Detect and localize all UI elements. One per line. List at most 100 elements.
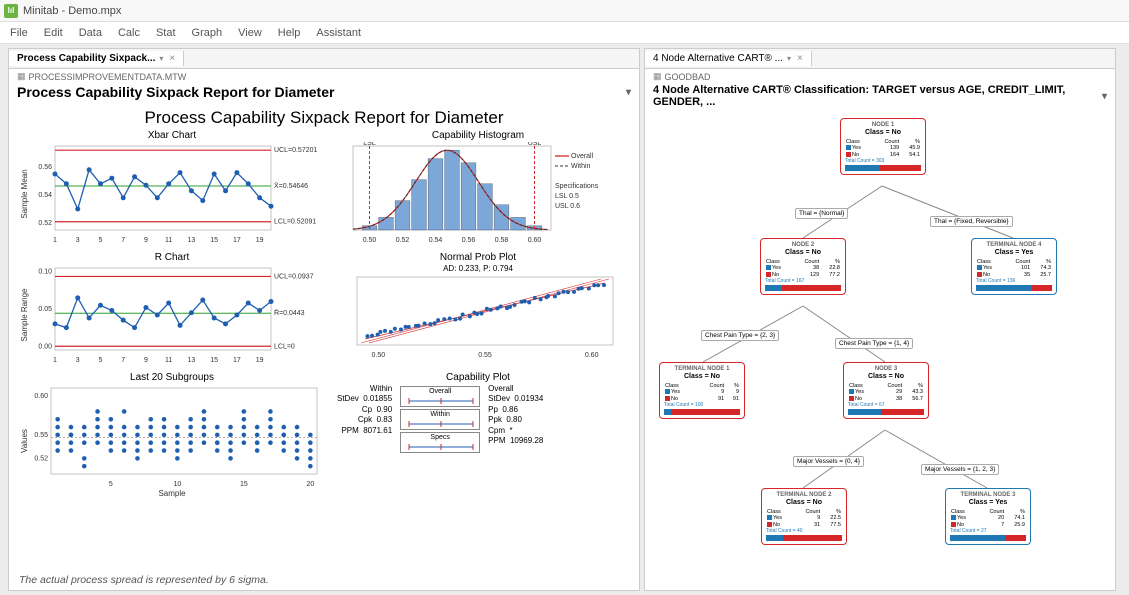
svg-text:0.58: 0.58 — [495, 237, 509, 244]
svg-text:1: 1 — [53, 357, 57, 364]
app-title: Minitab - Demo.mpx — [23, 5, 121, 17]
svg-text:17: 17 — [233, 237, 241, 244]
xbar-cell: Xbar Chart0.520.540.56135791113151719Sam… — [17, 130, 327, 250]
right-datasource: GOODBAD — [645, 69, 1115, 84]
menu-view[interactable]: View — [238, 27, 262, 39]
right-report-title-row: 4 Node Alternative CART® Classification:… — [645, 84, 1115, 112]
svg-text:0.05: 0.05 — [38, 306, 52, 313]
right-tab-label: 4 Node Alternative CART® ... — [653, 53, 783, 64]
menu-data[interactable]: Data — [79, 27, 102, 39]
tree-node: TERMINAL NODE 2Class = NoClassCount%Yes9… — [761, 488, 847, 545]
svg-text:0.60: 0.60 — [34, 393, 48, 400]
svg-text:LSL 0.5: LSL 0.5 — [555, 193, 579, 200]
svg-text:LSL: LSL — [363, 142, 376, 147]
svg-text:1: 1 — [53, 237, 57, 244]
left-panel: Process Capability Sixpack... ▾ × PROCES… — [8, 48, 640, 591]
svg-text:0.56: 0.56 — [462, 237, 476, 244]
svg-text:X̄=0.54646: X̄=0.54646 — [274, 182, 308, 190]
svg-text:0.60: 0.60 — [585, 352, 599, 359]
svg-text:UCL=0.0937: UCL=0.0937 — [274, 273, 314, 280]
menu-stat[interactable]: Stat — [156, 27, 176, 39]
dropdown-icon[interactable]: ▾ — [1102, 91, 1107, 102]
svg-text:0.54: 0.54 — [429, 237, 443, 244]
edge-label: Thal = {Fixed, Reversible} — [930, 216, 1013, 227]
menu-help[interactable]: Help — [278, 27, 301, 39]
dropdown-icon[interactable]: ▾ — [626, 87, 631, 98]
menu-graph[interactable]: Graph — [192, 27, 223, 39]
svg-text:LCL=0: LCL=0 — [274, 343, 295, 350]
svg-text:5: 5 — [109, 481, 113, 488]
svg-text:USL 0.6: USL 0.6 — [555, 203, 580, 210]
right-panel: 4 Node Alternative CART® ... ▾ × GOODBAD… — [644, 48, 1116, 591]
svg-text:20: 20 — [306, 481, 314, 488]
left-datasource: PROCESSIMPROVEMENTDATA.MTW — [9, 69, 639, 84]
chart-main-title: Process Capability Sixpack Report for Di… — [17, 108, 631, 128]
menu-assistant[interactable]: Assistant — [316, 27, 361, 39]
svg-text:Values: Values — [20, 429, 29, 453]
svg-text:0.10: 0.10 — [38, 269, 52, 276]
edge-label: Thal = {Normal} — [795, 208, 848, 219]
svg-text:7: 7 — [121, 237, 125, 244]
svg-text:17: 17 — [233, 357, 241, 364]
svg-text:0.52: 0.52 — [396, 237, 410, 244]
left-tab-label: Process Capability Sixpack... — [17, 53, 155, 64]
edge-label: Major Vessels = {1, 2, 3} — [921, 464, 999, 475]
right-tab[interactable]: 4 Node Alternative CART® ... ▾ × — [645, 51, 812, 66]
svg-text:10: 10 — [173, 481, 181, 488]
chevron-down-icon[interactable]: ▾ — [159, 54, 163, 63]
workspace: Process Capability Sixpack... ▾ × PROCES… — [0, 44, 1129, 595]
svg-text:0.54: 0.54 — [38, 192, 52, 199]
svg-text:5: 5 — [99, 357, 103, 364]
tree-node: NODE 1Class = NoClassCount%Yes13945.9No1… — [840, 118, 926, 175]
left-tab[interactable]: Process Capability Sixpack... ▾ × — [9, 51, 184, 66]
right-report-title: 4 Node Alternative CART® Classification:… — [653, 84, 1102, 108]
hist-cell: Capability Histogram0.500.520.540.560.58… — [333, 130, 623, 250]
svg-text:0.60: 0.60 — [528, 237, 542, 244]
svg-text:Specifications: Specifications — [555, 183, 599, 190]
chevron-down-icon[interactable]: ▾ — [787, 54, 791, 63]
svg-text:19: 19 — [256, 357, 264, 364]
menu-file[interactable]: File — [10, 27, 28, 39]
last20-cell: Last 20 Subgroups5101520Sample0.520.550.… — [17, 372, 327, 502]
tree-area: Thal = {Normal} Thal = {Fixed, Reversible… — [645, 112, 1115, 590]
left-chartarea: Process Capability Sixpack Report for Di… — [9, 104, 639, 570]
sixpack-grid: Xbar Chart0.520.540.56135791113151719Sam… — [17, 130, 631, 502]
svg-text:Sample Range: Sample Range — [20, 288, 29, 341]
svg-text:0.50: 0.50 — [372, 352, 386, 359]
edge-label: Chest Pain Type = {1, 4} — [835, 338, 913, 349]
svg-text:5: 5 — [99, 237, 103, 244]
menubar: File Edit Data Calc Stat Graph View Help Assista… — [0, 22, 1129, 44]
footer-note: The actual process spread is represented… — [9, 570, 639, 590]
svg-text:0.55: 0.55 — [478, 352, 492, 359]
svg-text:3: 3 — [76, 237, 80, 244]
tree-node: TERMINAL NODE 4Class = YesClassCount%Yes… — [971, 238, 1057, 295]
svg-text:LCL=0.52091: LCL=0.52091 — [274, 219, 316, 226]
right-tabbar: 4 Node Alternative CART® ... ▾ × — [645, 49, 1115, 69]
svg-text:0.56: 0.56 — [38, 164, 52, 171]
svg-text:15: 15 — [210, 357, 218, 364]
left-report-title: Process Capability Sixpack Report for Di… — [17, 84, 334, 100]
svg-text:Sample: Sample — [158, 489, 186, 498]
svg-text:11: 11 — [165, 357, 172, 364]
svg-text:R̄=0.0443: R̄=0.0443 — [274, 309, 305, 317]
menu-edit[interactable]: Edit — [44, 27, 63, 39]
svg-text:Within: Within — [571, 163, 591, 170]
svg-text:13: 13 — [188, 357, 196, 364]
svg-text:15: 15 — [210, 237, 218, 244]
svg-text:13: 13 — [188, 237, 196, 244]
close-icon[interactable]: × — [169, 53, 175, 64]
svg-text:UCL=0.57201: UCL=0.57201 — [274, 147, 318, 154]
tree-node: TERMINAL NODE 1Class = NoClassCount%Yes9… — [659, 362, 745, 419]
svg-text:7: 7 — [121, 357, 125, 364]
edge-label: Chest Pain Type = {2, 3} — [701, 330, 779, 341]
tree-node: NODE 2Class = NoClassCount%Yes3822.8No12… — [760, 238, 846, 295]
svg-text:3: 3 — [76, 357, 80, 364]
svg-text:USL: USL — [528, 142, 542, 147]
menu-calc[interactable]: Calc — [118, 27, 140, 39]
svg-text:9: 9 — [144, 357, 148, 364]
svg-text:0.00: 0.00 — [38, 343, 52, 350]
svg-text:Overall: Overall — [571, 153, 594, 160]
close-icon[interactable]: × — [797, 53, 803, 64]
tree-node: NODE 3Class = NoClassCount%Yes2943.3No38… — [843, 362, 929, 419]
titlebar: lıl Minitab - Demo.mpx — [0, 0, 1129, 22]
